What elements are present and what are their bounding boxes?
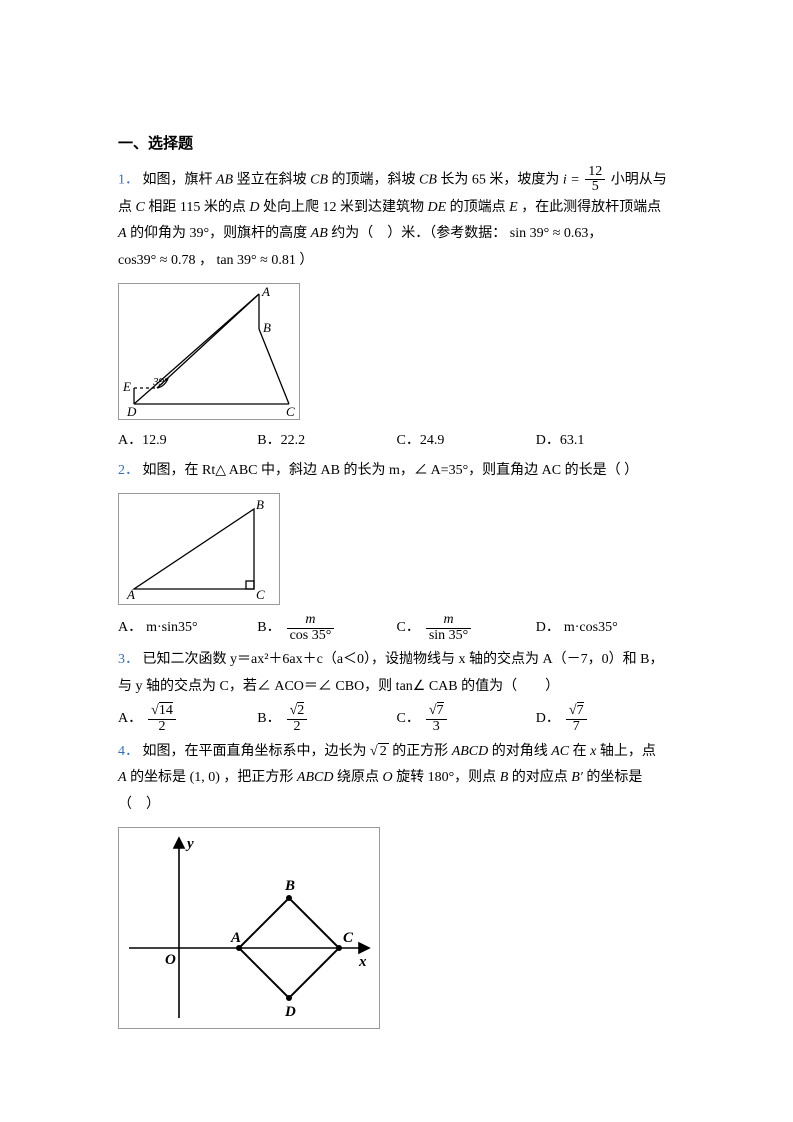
fraction-12-5: 12 5 <box>583 165 607 195</box>
svg-text:x: x <box>358 954 367 970</box>
label-ab: AB <box>216 172 233 187</box>
svg-text:D: D <box>126 404 137 419</box>
question-4: 4． 如图，在平面直角坐标系中，边长为 √2 的正方形 ABCD 的对角线 AC… <box>118 739 675 1029</box>
svg-text:C: C <box>286 404 295 419</box>
label-cb: CB <box>310 172 328 187</box>
section-title: 一、选择题 <box>118 130 675 159</box>
page: 一、选择题 1． 如图，旗杆 AB 竖立在斜坡 CB 的顶端，斜坡 CB 长为 … <box>0 0 793 1122</box>
q3-number: 3． <box>118 652 139 667</box>
q4-number: 4． <box>118 744 139 759</box>
q2-choice-c: C． m sin 35° <box>397 613 536 643</box>
q3-choice-c: C． √7 3 <box>397 704 536 734</box>
q2-choice-a: A． m·sin35° <box>118 613 257 643</box>
q1-choice-b: B．22.2 <box>257 428 396 455</box>
svg-text:B: B <box>263 320 271 335</box>
q1-choice-c: C．24.9 <box>397 428 536 455</box>
svg-text:y: y <box>185 836 194 852</box>
q3-text1: 已知二次函数 y＝ax²＋6ax＋c（a＜0），设抛物线与 x 轴的交点为 A（… <box>143 652 664 667</box>
question-3: 3． 已知二次函数 y＝ax²＋6ax＋c（a＜0），设抛物线与 x 轴的交点为… <box>118 647 675 735</box>
q3-choices: A． √14 2 B． √2 2 C． √7 3 <box>118 704 675 734</box>
sqrt2: √2 <box>370 739 389 766</box>
svg-text:O: O <box>165 952 176 968</box>
svg-text:E: E <box>122 379 131 394</box>
q1-figure: A B C D E 39° <box>118 283 300 420</box>
svg-text:39°: 39° <box>152 376 169 388</box>
q3-text2: 与 y 轴的交点为 C，若∠ ACO＝∠ CBO，则 tan∠ CAB 的值为（… <box>118 674 675 701</box>
q4-figure: O A B C D x y <box>118 827 380 1029</box>
q2-text: 如图，在 Rt△ ABC 中，斜边 AB 的长为 m，∠ A=35°，则直角边 … <box>143 463 639 478</box>
q2-choices: A． m·sin35° B． m cos 35° C． m sin 35° D．… <box>118 613 675 643</box>
slope-expr: i = <box>563 172 580 187</box>
svg-text:C: C <box>256 587 265 602</box>
coord: (1, 0) <box>190 770 220 785</box>
q2-choice-b: B． m cos 35° <box>257 613 396 643</box>
question-1: 1． 如图，旗杆 AB 竖立在斜坡 CB 的顶端，斜坡 CB 长为 65 米，坡… <box>118 165 675 455</box>
q2-figure: A B C <box>118 493 280 605</box>
q2-choice-d: D． m·cos35° <box>536 613 675 643</box>
svg-text:A: A <box>230 930 241 946</box>
q1-text: 如图，旗杆 <box>143 172 217 187</box>
q1-number: 1． <box>118 172 139 187</box>
question-2: 2． 如图，在 Rt△ ABC 中，斜边 AB 的长为 m，∠ A=35°，则直… <box>118 458 675 643</box>
svg-text:B: B <box>284 878 295 894</box>
svg-text:C: C <box>343 930 354 946</box>
q1-choice-d: D．63.1 <box>536 428 675 455</box>
svg-text:A: A <box>261 284 270 299</box>
svg-text:D: D <box>284 1004 296 1020</box>
q2-number: 2． <box>118 463 139 478</box>
q3-choice-d: D． √7 7 <box>536 704 675 734</box>
svg-text:A: A <box>126 587 135 602</box>
svg-text:B: B <box>256 497 264 512</box>
q1-choices: A．12.9 B．22.2 C．24.9 D．63.1 <box>118 428 675 455</box>
q1-choice-a: A．12.9 <box>118 428 257 455</box>
q3-choice-a: A． √14 2 <box>118 704 257 734</box>
q3-choice-b: B． √2 2 <box>257 704 396 734</box>
